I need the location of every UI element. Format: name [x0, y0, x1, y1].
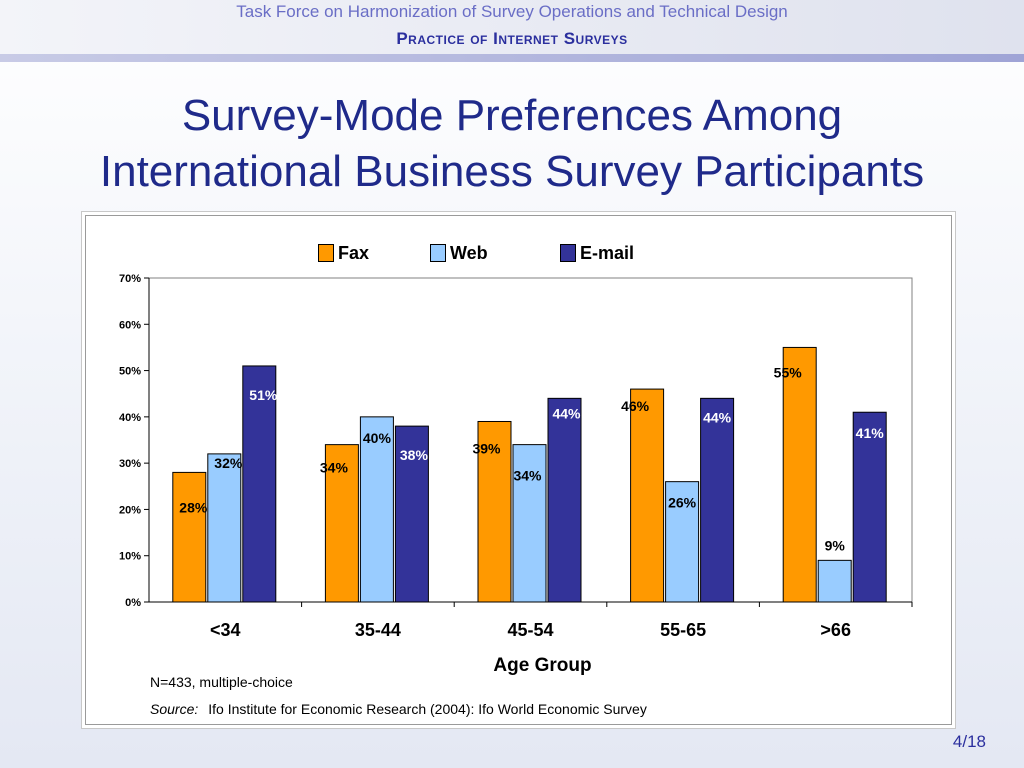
header-organization: Task Force on Harmonization of Survey Op… — [236, 2, 788, 21]
bar-web — [207, 453, 242, 603]
data-label: 44% — [703, 409, 732, 425]
bar-chart: 0% 10% 20% 30% 40% 50% 60% 70% 28% 32% 51% <34 34% 40… — [119, 273, 913, 676]
header-rule — [0, 54, 1024, 62]
bar-fax — [630, 388, 665, 603]
data-label: 26% — [668, 495, 697, 511]
x-tick-label: 55-65 — [660, 620, 706, 640]
data-label: 44% — [552, 405, 581, 421]
bar-web — [665, 481, 700, 603]
bar-web — [359, 416, 394, 603]
legend-swatch-web — [430, 244, 446, 262]
x-axis-title: Age Group — [493, 655, 591, 676]
slide-title-line2: International Business Survey Participan… — [99, 147, 925, 196]
bar-fax — [782, 346, 817, 603]
bar-email — [547, 397, 582, 603]
chart-frame: Fax Web E-mail 0% 10% 20% 30% 40% 50% 60% 70% 28… — [85, 215, 952, 725]
legend-item-fax: Fax — [318, 242, 369, 264]
bar-web — [817, 559, 852, 603]
slide-title-line1: Survey-Mode Preferences Among — [181, 91, 843, 140]
y-tick-label: 60% — [119, 319, 141, 331]
y-tick-label: 20% — [119, 504, 141, 516]
legend-swatch-fax — [318, 244, 334, 262]
data-label: 38% — [400, 447, 429, 463]
legend-item-web: Web — [430, 242, 488, 264]
x-tick-label: <34 — [210, 620, 241, 640]
data-label: 34% — [513, 468, 542, 484]
bar-fax — [324, 444, 359, 603]
data-label: 51% — [249, 387, 278, 403]
data-label: 40% — [363, 430, 392, 446]
footnote-sample: N=433, multiple-choice — [150, 674, 293, 690]
bar-fax — [477, 420, 512, 603]
y-tick-label: 50% — [119, 366, 141, 378]
x-tick-label: 45-54 — [507, 620, 553, 640]
legend-label-fax: Fax — [338, 242, 370, 263]
data-label: 32% — [214, 455, 243, 471]
data-label: 55% — [774, 364, 803, 380]
source-label: Source: — [150, 701, 199, 717]
x-tick-label: 35-44 — [355, 620, 401, 640]
y-tick-label: 30% — [119, 458, 141, 470]
slide-title: Survey-Mode Preferences Among Internatio… — [0, 88, 1024, 200]
bar-email — [394, 425, 429, 603]
slide-header: Task Force on Harmonization of Survey Op… — [0, 0, 1024, 62]
data-label: 34% — [320, 460, 349, 476]
bar-email — [700, 397, 735, 603]
bar-email — [242, 365, 277, 603]
data-label: 46% — [621, 398, 650, 414]
y-tick-label: 70% — [119, 273, 141, 285]
bar-fax — [172, 471, 207, 603]
data-label: 41% — [856, 425, 885, 441]
data-label: 28% — [179, 499, 208, 515]
chart-legend: Fax Web E-mail — [86, 242, 951, 264]
y-tick-label: 10% — [119, 551, 141, 563]
y-tick-label: 40% — [119, 412, 141, 424]
data-label: 39% — [472, 440, 501, 456]
source-text: Ifo Institute for Economic Research (200… — [208, 701, 647, 717]
header-subtitle: Practice of Internet Surveys — [396, 29, 628, 48]
x-tick-label: >66 — [820, 620, 851, 640]
page-number: 4/18 — [952, 732, 986, 751]
data-label: 9% — [825, 537, 846, 553]
legend-item-email: E-mail — [560, 242, 634, 264]
legend-label-web: Web — [450, 242, 488, 263]
footnote-source: Source: Ifo Institute for Economic Resear… — [150, 701, 647, 717]
bar-email — [852, 411, 887, 603]
legend-swatch-email — [560, 244, 576, 262]
y-tick-label: 0% — [125, 597, 141, 609]
legend-label-email: E-mail — [580, 242, 635, 263]
bar-web — [512, 444, 547, 603]
